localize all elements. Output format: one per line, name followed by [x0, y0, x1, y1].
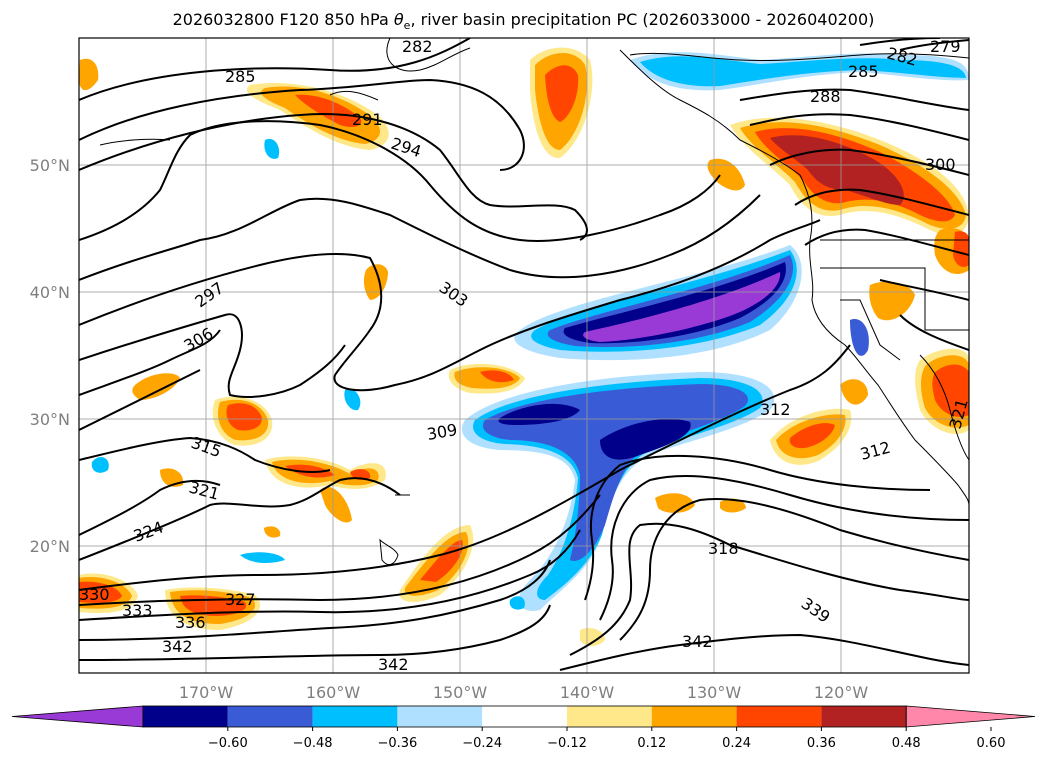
contour-label: 336 — [175, 613, 206, 632]
colorbar-outline — [142, 705, 907, 728]
pos-blob-misc — [79, 58, 969, 646]
contour-label: 303 — [436, 278, 472, 311]
lat-labels: 50°N 40°N 30°N 20°N — [30, 156, 70, 556]
contour-label: 294 — [389, 134, 424, 162]
lat-label: 50°N — [30, 156, 70, 175]
contour-label: 342 — [162, 637, 193, 656]
contour-label: 333 — [122, 601, 153, 620]
colorbar-tick-label: 0.12 — [637, 736, 666, 751]
contour-label: 327 — [225, 590, 256, 609]
contour-label: 321 — [187, 478, 221, 504]
contour-label: 342 — [378, 655, 409, 674]
colorbar-swatch — [143, 706, 228, 727]
lon-label: 150°W — [433, 683, 488, 702]
neg-alaska-mid — [640, 56, 966, 87]
colorbar-tick-label: 0.60 — [977, 736, 1006, 751]
neg-blob-5 — [509, 596, 525, 610]
neg-band-navy — [563, 262, 786, 344]
colorbar-swatch — [312, 706, 398, 727]
colorbar-swatch — [397, 706, 483, 727]
contour-label: 312 — [760, 400, 791, 419]
contour-label: 279 — [930, 37, 961, 56]
contour-label: 315 — [189, 433, 224, 461]
neg-blob-2 — [344, 389, 361, 411]
pos-blob-east-pac — [448, 363, 525, 394]
contour-label: 342 — [682, 632, 713, 651]
neg-blob-3 — [91, 456, 109, 473]
colorbar: −0.60 −0.48 −0.36 −0.24 −0.12 0.12 0.24 0.36 0.4… — [11, 705, 1036, 751]
neg-lower-navy2 — [600, 419, 691, 460]
precip-pc-shading — [79, 47, 969, 646]
coastlines — [99, 38, 969, 566]
colorbar-tick-label: 0.48 — [892, 736, 921, 751]
contour-label: 339 — [798, 594, 834, 627]
neg-blob-4 — [240, 552, 285, 563]
lon-label: 160°W — [306, 683, 361, 702]
graticule — [79, 38, 969, 673]
theta-e-contours — [79, 38, 969, 671]
colorbar-tick-label: −0.36 — [377, 736, 417, 751]
colorbar-swatch — [567, 706, 652, 727]
neg-band-purple — [583, 272, 781, 342]
contour-label: 285 — [848, 62, 879, 81]
pos-blob-subtrop-2 — [265, 456, 386, 489]
colorbar-tick-label: 0.24 — [722, 736, 751, 751]
colorbar-extend-max — [905, 705, 1036, 728]
pos-blob-baja — [915, 348, 969, 434]
pos-blob-subtrop-1 — [212, 396, 273, 446]
lon-label: 120°W — [814, 683, 869, 702]
neg-calif — [850, 319, 869, 356]
lat-label: 30°N — [30, 410, 70, 429]
contour-label: 312 — [858, 438, 892, 464]
contour-label: 282 — [402, 37, 433, 56]
lon-label: 140°W — [560, 683, 615, 702]
colorbar-tick-label: −0.24 — [462, 736, 502, 751]
colorbar-tick-label: −0.60 — [208, 736, 248, 751]
contour-label: 291 — [352, 110, 383, 129]
pos-blob-goa — [530, 47, 593, 159]
contour-label: 318 — [708, 539, 739, 558]
lat-label: 40°N — [30, 283, 70, 302]
contour-label: 288 — [810, 87, 841, 106]
colorbar-tick-label: −0.12 — [547, 736, 587, 751]
neg-lower-navy — [498, 403, 580, 425]
colorbar-tick-label: −0.48 — [293, 736, 333, 751]
contour-label: 300 — [925, 155, 956, 174]
colorbar-swatch — [651, 706, 737, 727]
lon-label: 130°W — [687, 683, 742, 702]
colorbar-swatch — [482, 706, 567, 727]
colorbar-extend-min — [11, 705, 144, 728]
chart-title: 2026032800 F120 850 hPa θe, river basin … — [172, 10, 875, 33]
pos-blob-bc — [730, 117, 969, 235]
contour-label: 285 — [225, 67, 256, 86]
pos-blob-tropic — [399, 525, 474, 602]
neg-blob-1 — [264, 138, 280, 159]
lat-label: 20°N — [30, 537, 70, 556]
contour-label: 324 — [131, 517, 166, 545]
lon-label: 170°W — [179, 683, 234, 702]
map-frame — [78, 37, 970, 674]
colorbar-swatch — [227, 706, 313, 727]
colorbar-swatch — [736, 706, 822, 727]
colorbar-tick-label: 0.36 — [807, 736, 836, 751]
contour-label: 306 — [181, 324, 217, 356]
lon-labels: 170°W 160°W 150°W 140°W 130°W 120°W — [179, 683, 869, 702]
contour-label: 330 — [79, 585, 110, 604]
contour-label: 309 — [425, 420, 458, 444]
colorbar-swatch — [821, 706, 907, 727]
